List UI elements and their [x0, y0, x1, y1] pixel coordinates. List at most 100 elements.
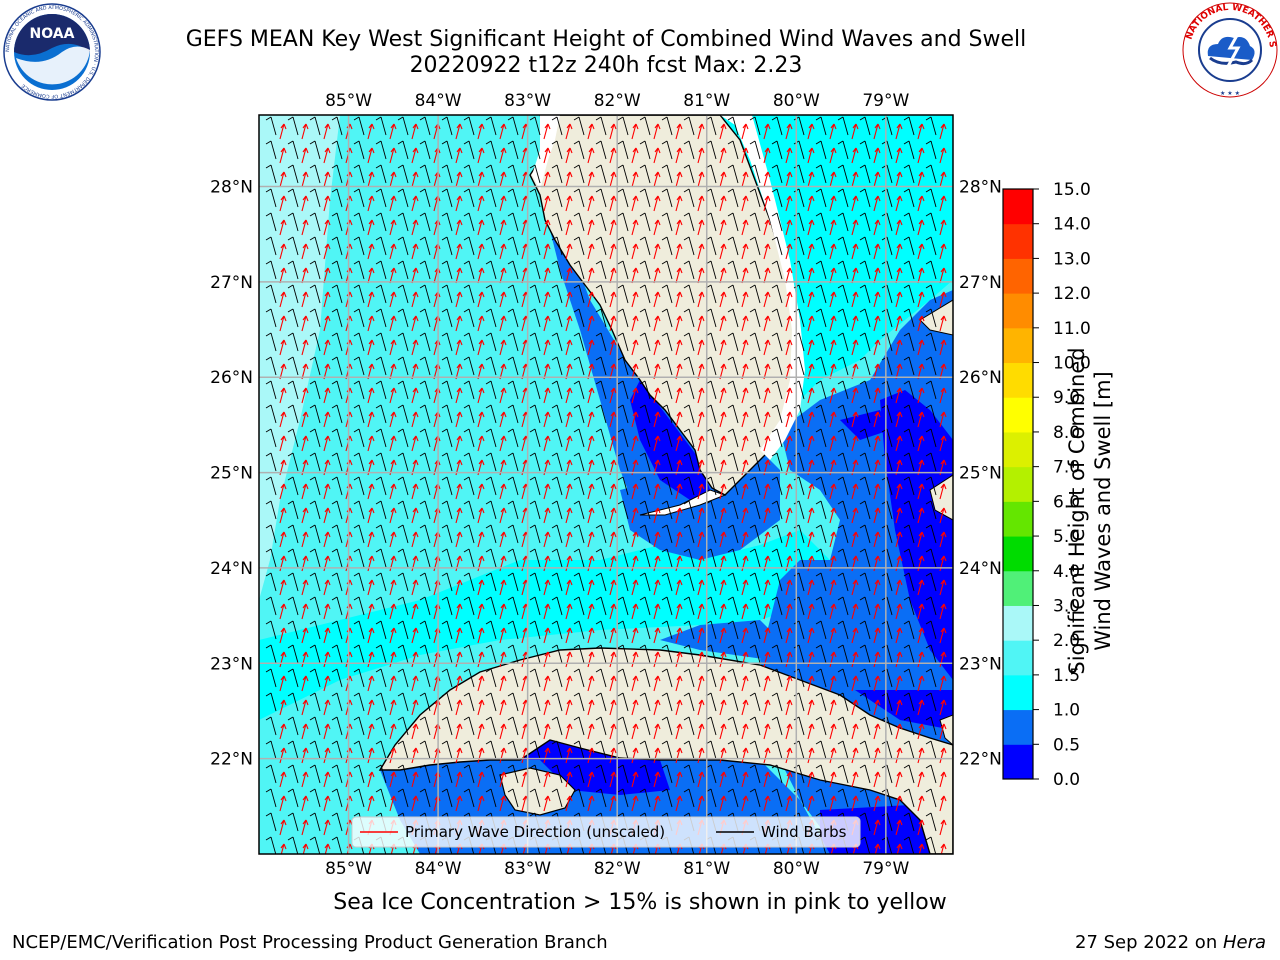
wind-barb	[771, 356, 783, 376]
wave-direction-arrow	[301, 147, 309, 164]
wind-barb	[727, 572, 739, 592]
wave-direction-arrow	[543, 243, 551, 260]
wave-direction-arrow	[675, 747, 683, 764]
wind-barb	[331, 644, 343, 664]
wind-barb	[485, 452, 497, 472]
wind-barb	[815, 644, 827, 664]
wave-direction-arrow	[917, 267, 925, 284]
lat-tick-label: 27°N	[959, 273, 1002, 293]
wave-direction-arrow	[829, 267, 837, 284]
wind-barb	[397, 284, 409, 304]
wind-barb	[419, 140, 431, 160]
wave-direction-arrow	[631, 531, 639, 548]
wave-direction-arrow	[917, 219, 925, 236]
wind-barbs-layer	[265, 116, 937, 854]
wind-barb	[749, 788, 761, 808]
wave-direction-arrow	[851, 339, 859, 356]
wind-barb	[749, 500, 761, 520]
wind-barb	[529, 188, 541, 208]
wave-direction-arrow	[763, 771, 771, 788]
wind-barb	[595, 380, 607, 400]
wind-barb	[639, 716, 651, 736]
wind-barb	[617, 476, 629, 496]
wave-direction-arrow	[323, 291, 331, 308]
wave-direction-arrow	[455, 171, 463, 188]
wave-direction-arrow	[279, 579, 287, 596]
wind-barb	[595, 356, 607, 376]
wave-direction-arrow	[323, 387, 331, 404]
wind-barb	[639, 140, 651, 160]
wave-direction-arrow	[785, 435, 793, 452]
wind-barb	[815, 236, 827, 256]
land-isla-juventud	[499, 767, 576, 816]
wind-barb	[683, 140, 695, 160]
wind-barb	[859, 644, 871, 664]
wave-direction-arrow	[609, 747, 617, 764]
wave-direction-arrow	[873, 603, 881, 620]
wind-barb	[353, 668, 365, 688]
wind-barb	[837, 548, 849, 568]
wind-barb	[419, 476, 431, 496]
wave-direction-arrow	[719, 795, 727, 812]
wave-direction-arrow	[895, 123, 903, 140]
wave-direction-arrow	[543, 675, 551, 692]
wind-barb	[309, 164, 321, 184]
wind-barb	[287, 836, 299, 854]
wave-direction-arrow	[697, 147, 705, 164]
wave-direction-arrow	[895, 387, 903, 404]
wind-barb	[749, 596, 761, 616]
wind-barb	[925, 524, 937, 544]
wave-direction-arrow	[653, 747, 661, 764]
wind-barb	[265, 764, 277, 784]
wind-barb	[903, 332, 915, 352]
wave-direction-arrow	[565, 411, 573, 428]
wind-barb	[265, 260, 277, 280]
colorbar-segment	[1003, 501, 1033, 537]
wind-barb	[573, 164, 585, 184]
wind-barb	[309, 452, 321, 472]
wave-direction-arrow	[829, 411, 837, 428]
wind-barb	[397, 788, 409, 808]
wind-barb	[441, 428, 453, 448]
wave-direction-arrow	[279, 243, 287, 260]
wave-direction-arrow	[389, 171, 397, 188]
wave-direction-arrow	[411, 627, 419, 644]
colorbar-segment	[1003, 293, 1033, 329]
wind-barb	[573, 524, 585, 544]
wave-direction-arrow	[455, 219, 463, 236]
wind-barb	[507, 356, 519, 376]
wave-direction-arrow	[543, 771, 551, 788]
wind-barb	[573, 500, 585, 520]
wind-barb	[375, 356, 387, 376]
wave-direction-arrow	[587, 747, 595, 764]
wave-direction-arrow	[653, 123, 661, 140]
colorbar-tick-label: 13.0	[1053, 249, 1091, 269]
wave-direction-arrow	[367, 771, 375, 788]
wind-barb	[507, 332, 519, 352]
wind-barb	[397, 428, 409, 448]
wind-barb	[419, 668, 431, 688]
wind-barb	[749, 284, 761, 304]
wind-barb	[771, 692, 783, 712]
wind-barb	[507, 380, 519, 400]
wind-barb	[903, 284, 915, 304]
wind-barb	[419, 572, 431, 592]
wave-direction-arrow	[543, 627, 551, 644]
wind-barb	[287, 356, 299, 376]
wind-barb	[661, 764, 673, 784]
wave-direction-arrow	[917, 315, 925, 332]
wind-barb	[617, 620, 629, 640]
wind-barb	[397, 116, 409, 136]
wind-barb	[551, 476, 563, 496]
wind-barb	[463, 188, 475, 208]
wave-direction-arrow	[939, 675, 947, 692]
wave-direction-arrow	[807, 339, 815, 356]
wave-direction-arrow	[543, 387, 551, 404]
wind-barb	[507, 716, 519, 736]
wave-direction-arrow	[675, 267, 683, 284]
wind-barb	[815, 548, 827, 568]
wave-direction-arrow	[829, 219, 837, 236]
wind-barb	[287, 740, 299, 760]
wave-direction-arrow	[631, 315, 639, 332]
wind-barb	[463, 236, 475, 256]
